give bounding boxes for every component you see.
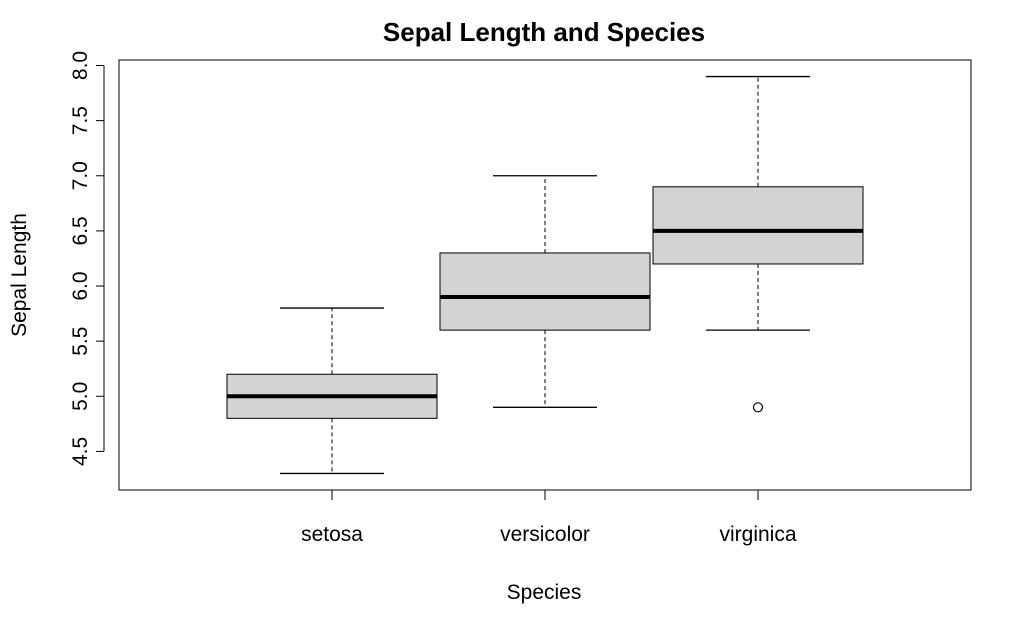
x-tick-label: versicolor xyxy=(500,523,590,546)
y-tick-label: 6.0 xyxy=(69,271,92,300)
y-tick-label: 7.5 xyxy=(69,106,92,135)
x-axis: setosa versicolor virginica xyxy=(301,490,797,546)
y-tick-label: 7.0 xyxy=(69,161,92,190)
y-tick-label: 6.5 xyxy=(69,216,92,245)
x-tick-label: setosa xyxy=(301,523,363,546)
outlier-point xyxy=(752,402,764,413)
x-tick-label: virginica xyxy=(719,523,796,546)
y-axis: 4.5 5.0 5.5 6.0 6.5 7.0 7.5 8.0 xyxy=(69,51,105,466)
boxes xyxy=(226,75,864,475)
x-axis-title: Species xyxy=(507,581,582,604)
y-axis-title: Sepal Length xyxy=(8,213,31,337)
y-tick-label: 8.0 xyxy=(69,51,92,80)
y-tick-label: 5.5 xyxy=(69,327,92,356)
box-setosa xyxy=(226,307,438,475)
chart-title: Sepal Length and Species xyxy=(383,17,705,47)
y-tick-label: 4.5 xyxy=(69,437,92,466)
iqr-box xyxy=(439,252,651,331)
iqr-box xyxy=(652,186,864,265)
y-tick-label: 5.0 xyxy=(69,382,92,411)
box-versicolor xyxy=(439,175,651,408)
box-virginica xyxy=(652,75,864,413)
